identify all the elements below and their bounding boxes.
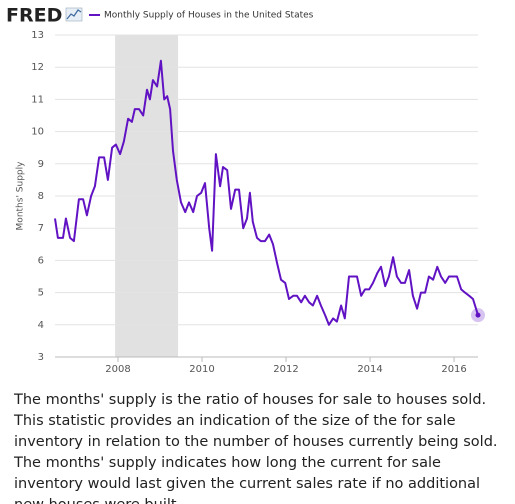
y-tick-label: 5 xyxy=(38,288,44,299)
x-tick-label: 2016 xyxy=(441,364,466,375)
y-tick-label: 3 xyxy=(38,352,44,363)
chart: FRED Monthly Supply of Houses in the Uni… xyxy=(6,5,485,375)
y-tick-label: 12 xyxy=(31,62,44,73)
legend-label: Monthly Supply of Houses in the United S… xyxy=(104,11,314,21)
brand-logo: FRED xyxy=(6,5,62,27)
x-tick-label: 2010 xyxy=(189,364,214,375)
x-tick-label: 2014 xyxy=(357,364,382,375)
y-tick-label: 8 xyxy=(38,191,44,202)
x-tick-label: 2012 xyxy=(273,364,298,375)
y-tick-label: 4 xyxy=(38,320,44,331)
y-tick-label: 9 xyxy=(38,159,44,170)
y-tick-label: 13 xyxy=(31,30,44,41)
y-tick-label: 11 xyxy=(31,94,44,105)
x-tick-label: 2008 xyxy=(105,364,130,375)
y-tick-label: 10 xyxy=(31,127,44,138)
description: The months' supply is the ratio of house… xyxy=(14,392,498,504)
last-point xyxy=(475,312,481,318)
logo-icon xyxy=(65,7,83,22)
y-tick-label: 6 xyxy=(38,255,44,266)
y-axis-label: Months' Supply xyxy=(16,161,26,231)
y-tick-label: 7 xyxy=(38,223,44,234)
series-line xyxy=(54,59,479,326)
